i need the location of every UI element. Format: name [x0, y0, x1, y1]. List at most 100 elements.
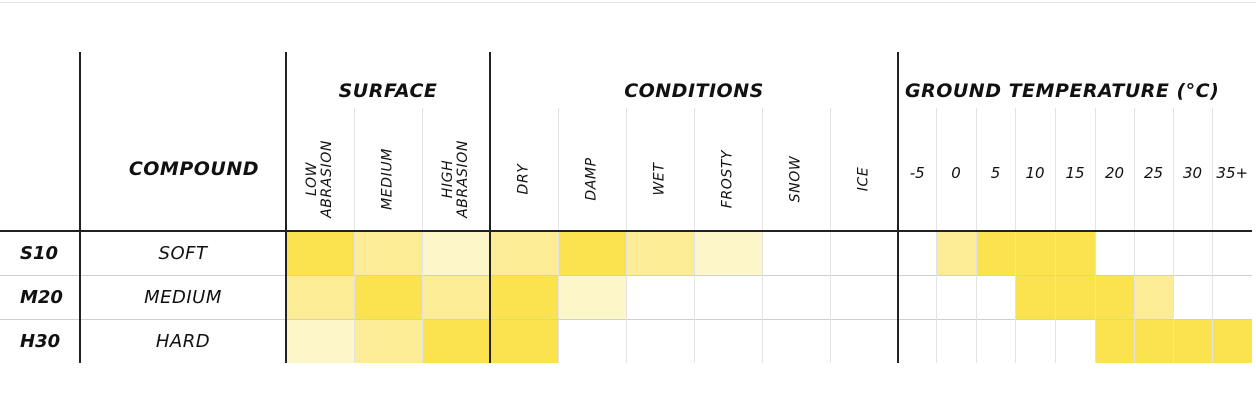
- surface-column-label: MEDIUM: [379, 147, 396, 210]
- column-header-row: COMPOUND LOW ABRASION MEDIUM HIGH ABRASION…: [0, 108, 1252, 231]
- top-divider: [0, 2, 1256, 3]
- compound-spacer: [79, 52, 286, 108]
- condition-rating-cell: [557, 275, 626, 320]
- compound-rows: S10 SOFT M20 MEDIUM H30 HARD: [0, 230, 1252, 363]
- surface-column-header: LOW ABRASION: [285, 108, 354, 231]
- ground-temperature-group-header: GROUND TEMPERATURE (°C): [897, 52, 1252, 108]
- condition-column-header: DAMP: [557, 108, 626, 231]
- temperature-rating-cell: [1014, 319, 1055, 363]
- surface-rating-cell: [285, 319, 354, 363]
- temperature-column-header: 0: [935, 108, 976, 231]
- temperature-rating-cell: [1054, 319, 1095, 363]
- condition-rating-cell: [693, 230, 762, 276]
- temperature-rating-cell: [1172, 275, 1212, 320]
- condition-column-label: WET: [651, 162, 668, 196]
- temperature-column-header: 15: [1054, 108, 1095, 231]
- condition-column-label: ICE: [855, 166, 872, 192]
- temperature-rating-cell: [1133, 319, 1173, 363]
- temperature-column-header: 10: [1014, 108, 1055, 231]
- temperature-rating-cell: [935, 319, 976, 363]
- temperature-rating-cell: [935, 230, 976, 276]
- compound-code: H30: [0, 319, 80, 363]
- temperature-rating-cell: [1094, 319, 1134, 363]
- condition-rating-cell: [557, 319, 626, 363]
- temperature-rating-cell: [1133, 275, 1173, 320]
- condition-column-label: DRY: [515, 163, 532, 195]
- condition-rating-cell: [625, 319, 694, 363]
- condition-column-header: SNOW: [761, 108, 830, 231]
- temperature-column-header: -5: [897, 108, 936, 231]
- surface-group-header: SURFACE: [285, 52, 490, 108]
- temperature-rating-cell: [1094, 275, 1134, 320]
- compound-row: S10 SOFT: [0, 230, 1252, 276]
- temperature-rating-cell: [897, 275, 936, 320]
- condition-rating-cell: [489, 230, 558, 276]
- surface-rating-cell: [353, 275, 422, 320]
- condition-column-header: ICE: [829, 108, 898, 231]
- compound-header: COMPOUND: [79, 108, 286, 231]
- temperature-rating-cell: [1172, 230, 1212, 276]
- surface-rating-cell: [421, 319, 490, 363]
- temperature-column-header: 5: [975, 108, 1015, 231]
- compound-name: MEDIUM: [79, 275, 286, 320]
- condition-rating-cell: [693, 319, 762, 363]
- condition-column-label: SNOW: [787, 155, 804, 203]
- surface-rating-cell: [421, 230, 490, 276]
- code-header-spacer: [0, 108, 80, 231]
- condition-rating-cell: [489, 275, 558, 320]
- surface-column-label: LOW ABRASION: [304, 139, 336, 218]
- compound-name: SOFT: [79, 230, 286, 276]
- condition-rating-cell: [625, 275, 694, 320]
- temperature-rating-cell: [975, 230, 1015, 276]
- temperature-rating-cell: [897, 230, 936, 276]
- surface-rating-cell: [421, 275, 490, 320]
- temperature-rating-cell: [1211, 275, 1252, 320]
- temperature-column-header: 30: [1172, 108, 1212, 231]
- condition-rating-cell: [829, 275, 898, 320]
- surface-rating-cell: [285, 230, 354, 276]
- surface-column-label: HIGH ABRASION: [439, 139, 471, 218]
- temperature-column-header: 20: [1094, 108, 1134, 231]
- surface-column-header: MEDIUM: [353, 108, 422, 231]
- compound-selection-chart: SURFACE CONDITIONS GROUND TEMPERATURE (°…: [0, 52, 1252, 363]
- temperature-rating-cell: [1172, 319, 1212, 363]
- surface-rating-cell: [285, 275, 354, 320]
- condition-column-label: DAMP: [583, 157, 600, 201]
- condition-rating-cell: [693, 275, 762, 320]
- temperature-rating-cell: [975, 275, 1015, 320]
- corner-spacer: [0, 52, 80, 108]
- temperature-rating-cell: [975, 319, 1015, 363]
- condition-column-label: FROSTY: [719, 149, 736, 208]
- temperature-rating-cell: [1054, 230, 1095, 276]
- condition-rating-cell: [489, 319, 558, 363]
- condition-rating-cell: [829, 319, 898, 363]
- condition-rating-cell: [625, 230, 694, 276]
- temperature-rating-cell: [1211, 230, 1252, 276]
- temperature-column-header: 25: [1133, 108, 1173, 231]
- conditions-group-header: CONDITIONS: [489, 52, 898, 108]
- compound-row: H30 HARD: [0, 319, 1252, 363]
- surface-column-header: HIGH ABRASION: [421, 108, 490, 231]
- compound-row: M20 MEDIUM: [0, 275, 1252, 320]
- condition-column-header: WET: [625, 108, 694, 231]
- condition-rating-cell: [829, 230, 898, 276]
- compound-name: HARD: [79, 319, 286, 363]
- group-header-row: SURFACE CONDITIONS GROUND TEMPERATURE (°…: [0, 52, 1252, 108]
- temperature-rating-cell: [1211, 319, 1252, 363]
- condition-rating-cell: [761, 319, 830, 363]
- temperature-rating-cell: [935, 275, 976, 320]
- temperature-rating-cell: [1133, 230, 1173, 276]
- temperature-rating-cell: [1014, 275, 1055, 320]
- temperature-rating-cell: [897, 319, 936, 363]
- temperature-rating-cell: [1014, 230, 1055, 276]
- temperature-rating-cell: [1054, 275, 1095, 320]
- surface-rating-cell: [353, 319, 422, 363]
- condition-rating-cell: [761, 230, 830, 276]
- compound-code: S10: [0, 230, 80, 276]
- compound-code: M20: [0, 275, 80, 320]
- surface-rating-cell: [353, 230, 422, 276]
- condition-rating-cell: [557, 230, 626, 276]
- temperature-rating-cell: [1094, 230, 1134, 276]
- condition-column-header: FROSTY: [693, 108, 762, 231]
- temperature-column-header: 35+: [1211, 108, 1252, 231]
